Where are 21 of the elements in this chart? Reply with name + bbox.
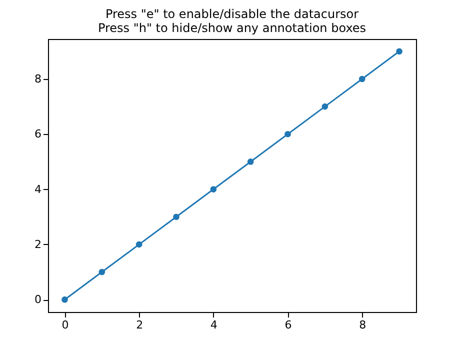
x-tick-label: 0 (62, 318, 69, 332)
point (98, 268, 106, 276)
x-tick-label: 2 (136, 318, 144, 332)
point (396, 48, 402, 55)
point (284, 130, 291, 138)
chart-title: Press "e" to enable/disable the datacursor Press "h" to hide/show any annotation boxes (98, 7, 366, 35)
x-tick-label: 4 (210, 318, 218, 332)
x-tick-label: 6 (284, 318, 292, 332)
point (136, 241, 142, 248)
point (173, 214, 180, 220)
point (210, 186, 217, 192)
point (358, 76, 366, 82)
y-tick-label: 6 (34, 128, 42, 141)
point (322, 103, 328, 110)
y-tick-label: 4 (34, 182, 42, 196)
y-tick-label: 2 (34, 238, 42, 251)
point (62, 296, 68, 303)
x-tick-label: 8 (359, 318, 366, 332)
y-tick-label: 0 (34, 293, 42, 306)
y-tick-label: 8 (34, 72, 42, 86)
point (247, 158, 254, 165)
